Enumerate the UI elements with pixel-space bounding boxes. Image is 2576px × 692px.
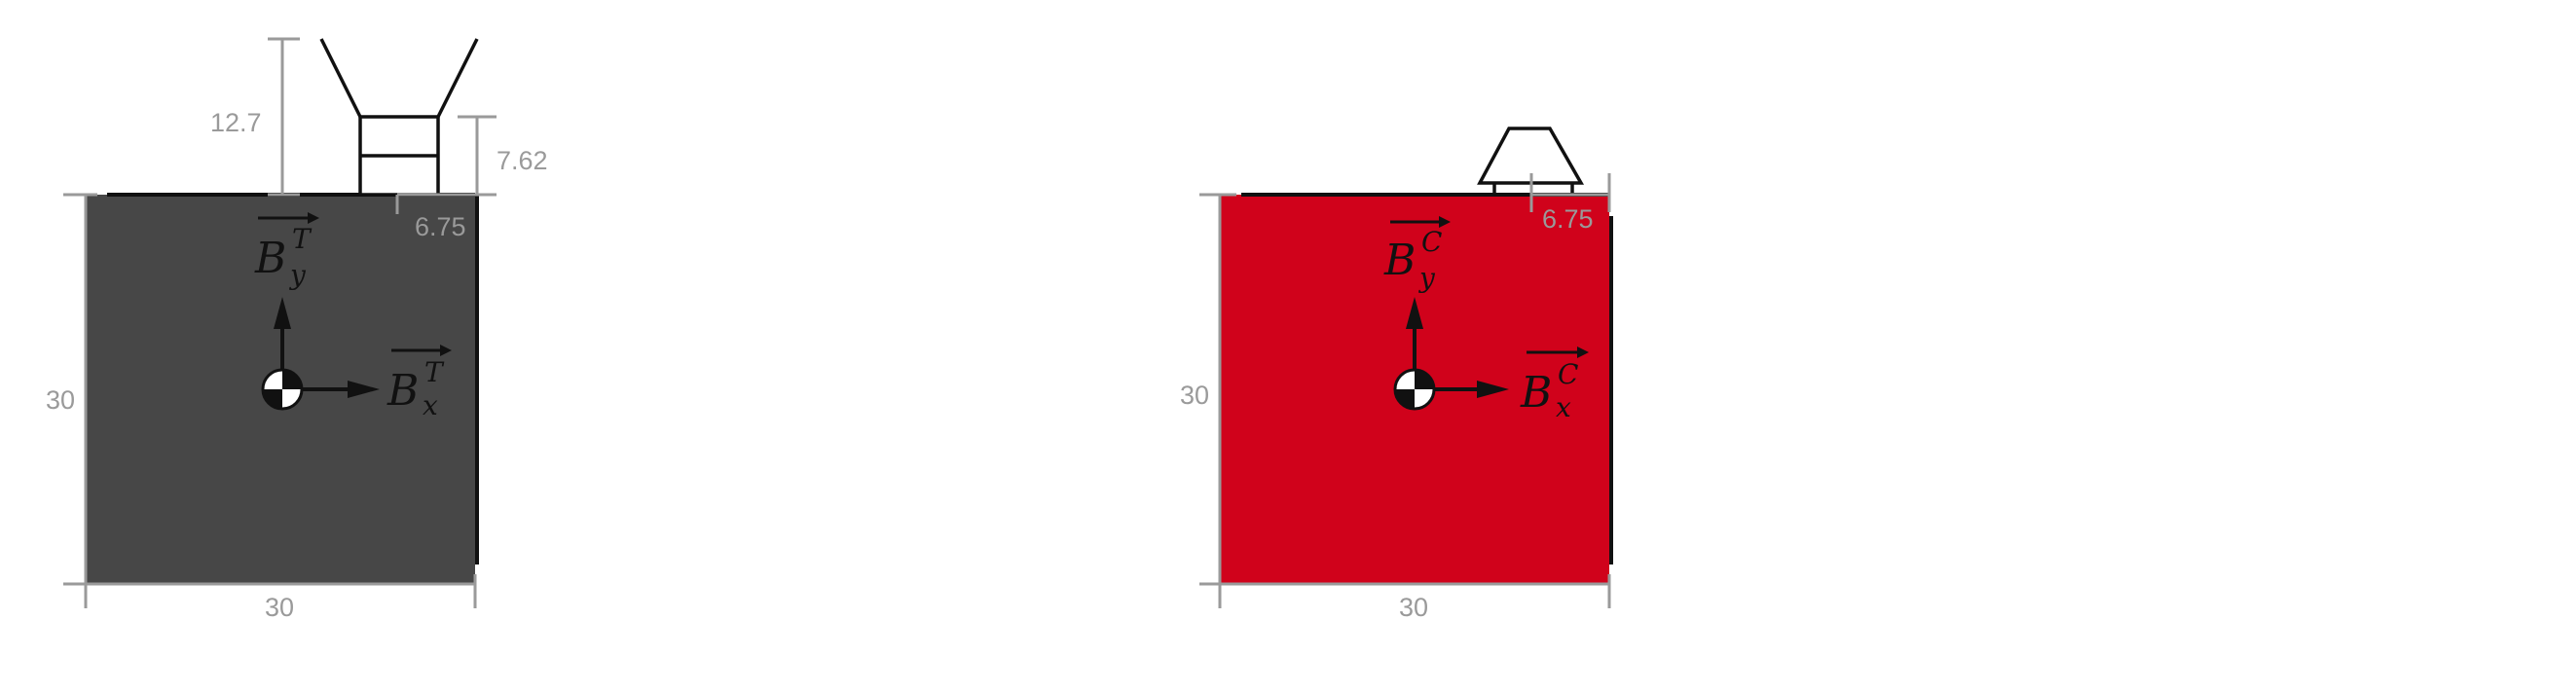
svg-text:B: B [1520,368,1552,418]
svg-text:C: C [1558,358,1578,390]
left-x-axis-label: B T x [386,345,452,421]
svg-text:B: B [1383,236,1416,285]
left-dim-width: 30 [84,574,477,622]
left-dim-height: 30 [46,193,97,586]
left-connector-shape [319,38,479,197]
right-x-axis-label: B C x [1520,346,1589,423]
center-of-mass-icon [1393,368,1436,411]
svg-text:y: y [288,259,307,291]
left-dim-6-75: 6.75 [395,193,475,241]
svg-text:B: B [254,234,286,283]
right-dim-6-75-label: 6.75 [1542,204,1594,234]
right-width-label: 30 [1399,593,1428,622]
left-dim-12-7: 12.7 [210,37,300,197]
svg-text:T: T [424,356,445,388]
left-width-label: 30 [265,593,294,622]
right-height-label: 30 [1180,381,1209,410]
left-coordinate-frame: B T y B T x [254,212,452,421]
right-connector-shape [1477,127,1585,195]
left-dim-7-62: 7.62 [458,115,548,197]
right-dim-6-75: 6.75 [1529,173,1611,234]
right-panel: 6.75 30 30 [1180,127,1613,622]
right-y-axis-label: B C y [1383,216,1451,294]
svg-text:x: x [1556,391,1571,423]
right-coordinate-frame: B C y B C x [1383,216,1589,423]
left-panel: 12.7 7.62 6.75 30 30 [46,37,548,622]
left-dim-6-75-label: 6.75 [415,212,466,241]
svg-text:y: y [1417,262,1436,294]
left-dim-7-62-label: 7.62 [497,146,548,175]
svg-text:B: B [386,366,419,416]
left-y-axis-label: B T y [254,212,319,291]
svg-text:x: x [423,389,438,421]
svg-text:C: C [1421,226,1442,258]
svg-text:T: T [292,223,313,255]
right-dim-width: 30 [1218,574,1611,622]
right-dim-height: 30 [1180,193,1236,586]
left-height-label: 30 [46,385,75,415]
center-of-mass-icon [261,368,304,411]
left-dim-12-7-label: 12.7 [210,108,262,137]
